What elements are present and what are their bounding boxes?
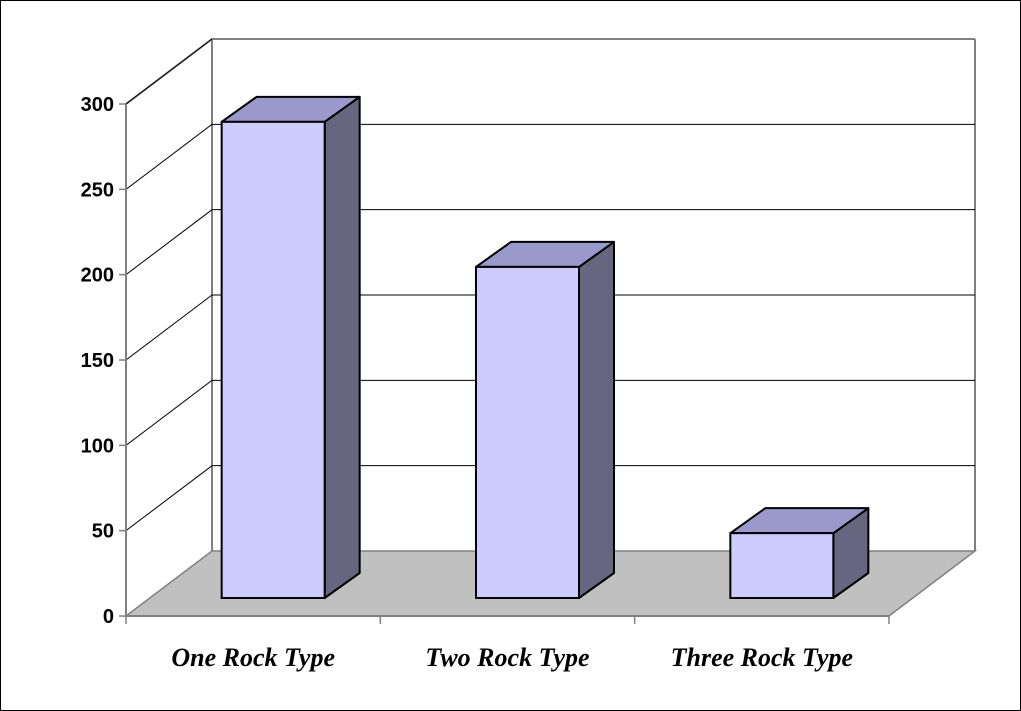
bar-1	[220, 120, 326, 599]
bar-side-2	[578, 240, 615, 599]
gridline-side	[125, 294, 213, 361]
y-tick-label: 0	[103, 606, 114, 628]
y-tick-label: 150	[81, 350, 114, 372]
bar-2	[475, 265, 580, 599]
x-tick-label: Three Rock Type	[671, 643, 853, 672]
y-tick-label: 100	[81, 435, 114, 457]
x-tick-label: Two Rock Type	[425, 643, 589, 672]
gridline-side	[125, 209, 213, 276]
gridline-side	[125, 123, 213, 190]
gridline-side	[125, 465, 213, 532]
y-tick-label: 200	[81, 265, 114, 287]
bar-3	[729, 532, 835, 599]
gridline-side	[125, 379, 213, 446]
gridline-side	[125, 38, 213, 105]
y-tick-label: 250	[81, 179, 114, 201]
bar-side-1	[323, 95, 361, 599]
y-tick-label: 50	[92, 521, 114, 543]
x-tick-label: One Rock Type	[171, 643, 335, 672]
y-tick-label: 300	[81, 94, 114, 116]
